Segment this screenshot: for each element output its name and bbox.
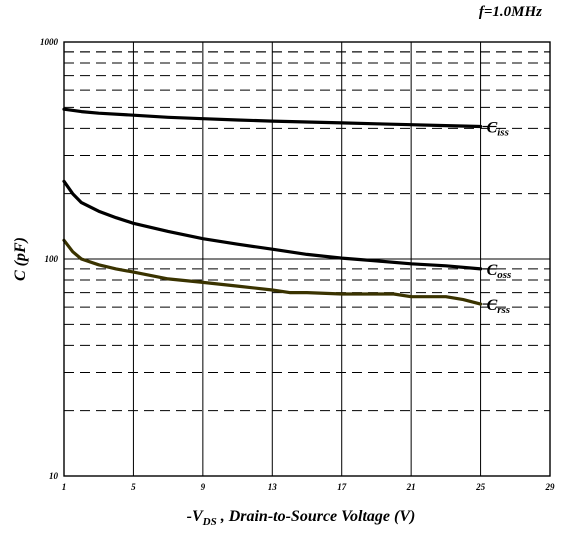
y-tick-label: 100	[45, 254, 59, 264]
series-coss-label-sub: oss	[497, 269, 511, 281]
x-tick-label: 9	[201, 482, 206, 492]
x-tick-label: 29	[545, 482, 556, 492]
series-coss-label-main: C	[487, 262, 498, 279]
x-tick-label: 1	[62, 482, 67, 492]
series-crss-label: Crss	[487, 297, 511, 316]
series-crss-label-main: C	[487, 297, 498, 314]
x-tick-label: 5	[131, 482, 136, 492]
x-tick-label: 13	[268, 482, 278, 492]
x-axis-label-suffix: , Drain-to-Source Voltage (V)	[217, 508, 416, 525]
series-coss-label: Coss	[487, 262, 512, 281]
series-ciss-line	[62, 107, 483, 129]
x-tick-label: 25	[475, 482, 486, 492]
series-ciss-label: Ciss	[487, 119, 509, 138]
x-axis-label-prefix: -V	[187, 508, 204, 525]
x-tick-label: 17	[337, 482, 347, 492]
y-tick-labels: 10 100 1000	[40, 37, 59, 481]
series-ciss-label-sub: iss	[497, 126, 509, 138]
series-ciss-label-main: C	[487, 119, 498, 136]
y-axis-label: C (pF)	[12, 237, 29, 281]
x-tick-labels: 1 5 9 13 17 21 25 29	[62, 482, 555, 492]
grid	[64, 42, 550, 476]
y-tick-label: 1000	[40, 37, 59, 47]
series-crss-label-sub: rss	[497, 304, 510, 316]
y-tick-label: 10	[49, 471, 59, 481]
series-coss-line	[62, 179, 483, 271]
series-crss-line	[62, 238, 483, 306]
series-group	[62, 107, 483, 306]
x-axis-label: -VDS , Drain-to-Source Voltage (V)	[187, 508, 416, 528]
x-tick-label: 21	[406, 482, 416, 492]
plot-frame	[63, 41, 551, 477]
x-axis-label-sub: DS	[202, 516, 217, 528]
chart-title: f=1.0MHz	[479, 4, 542, 20]
